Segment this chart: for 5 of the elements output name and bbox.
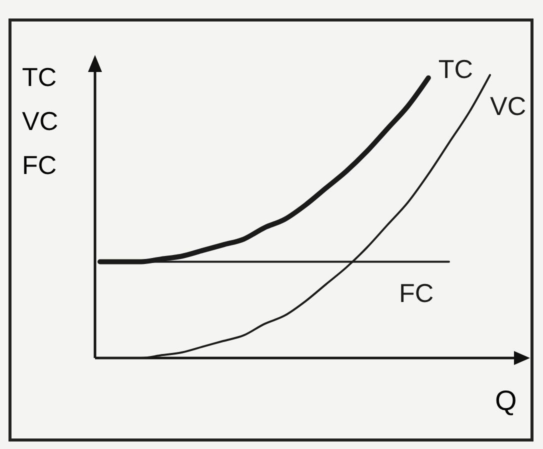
series-label: VC [490, 91, 526, 121]
series-label: FC [398, 278, 434, 308]
x-axis-title: Q [495, 385, 517, 416]
series-label: TC [438, 54, 474, 84]
y-axis-title: TC VC FC [22, 62, 58, 180]
